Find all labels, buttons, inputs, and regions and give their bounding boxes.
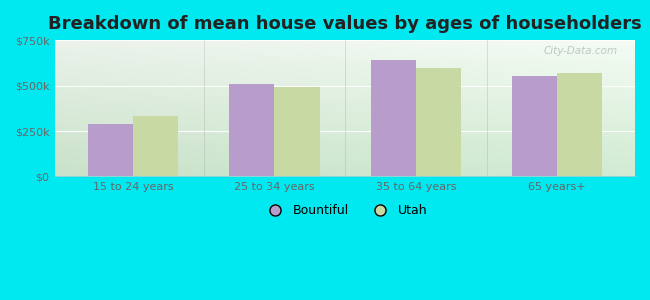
Title: Breakdown of mean house values by ages of householders: Breakdown of mean house values by ages o… [48,15,642,33]
Text: City-Data.com: City-Data.com [543,46,618,56]
Bar [88,124,133,176]
Bar [370,60,416,176]
Bar [557,73,603,176]
Bar [416,68,461,176]
Bar [512,76,557,176]
Bar [274,87,320,176]
Bar [133,116,178,176]
Legend: Bountiful, Utah: Bountiful, Utah [258,199,432,222]
Bar [229,84,274,176]
